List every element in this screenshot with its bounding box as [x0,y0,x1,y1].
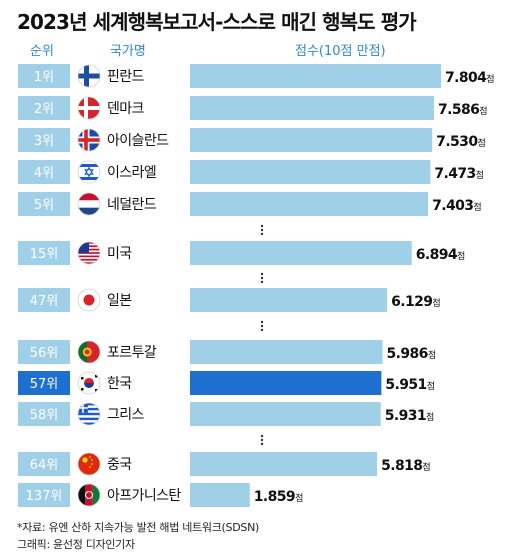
rank-box [18,128,70,152]
value-label: 7.586점 [438,102,487,118]
country-label: 그리스 [107,407,145,423]
country-label: 포르투갈 [107,345,157,361]
rank-label: 57위 [30,377,59,392]
rank-label: 2위 [34,102,54,117]
rank-box [18,452,70,476]
country-label: 이스라엘 [107,165,156,181]
chart-row: 57위 한국 5.951점 [18,371,435,395]
rank-label: 1위 [34,70,54,85]
bar [190,64,441,88]
chart-row: 15위 미국 6.894점 [18,241,466,265]
usa-flag-icon [78,242,100,264]
bar [190,96,434,120]
credit-note: 그래픽: 윤선정 디자인기자 [17,538,135,551]
rank-label: 4위 [34,166,54,181]
rank-box [18,192,70,216]
rank-box [18,288,70,312]
iceland-flag-icon [78,129,100,151]
bar [190,192,429,216]
rank-box [18,160,70,184]
bar [190,402,381,426]
ellipsis-marker [260,320,264,332]
korea-flag-icon [78,372,100,394]
chart-plot: 1위 핀란드 7.804점 2위 덴마크 7.586점 3위 아이슬란드 7.530점 4위 이스라… [18,64,495,507]
greece-flag-icon [78,403,100,425]
chart-row: 64위 중국 5.818점 [18,452,431,476]
israel-flag-icon [78,161,100,183]
rank-box [18,483,70,507]
rank-box [18,241,70,265]
rank-label: 47위 [30,294,59,309]
rank-box [18,64,70,88]
value-label: 7.530점 [436,134,485,150]
rank-label: 3위 [34,134,54,149]
value-label: 7.403점 [432,198,481,214]
value-label: 5.986점 [387,346,436,362]
chart-row: 47위 일본 6.129점 [18,288,441,312]
chart-row: 1위 핀란드 7.804점 [18,64,495,88]
denmark-flag-icon [78,97,100,119]
bar [190,128,433,152]
source-note: *자료: 유엔 산하 지속가능 발전 해법 네트워크(SDSN) [17,521,259,534]
chart-row: 56위 포르투갈 5.986점 [18,340,436,364]
bar [190,483,250,507]
country-label: 중국 [107,457,132,473]
value-label: 5.931점 [385,408,434,424]
value-label: 1.859점 [254,489,303,505]
country-label: 한국 [107,376,132,392]
rank-label: 56위 [30,346,59,361]
country-label: 네덜란드 [107,197,157,213]
ellipsis-marker [260,272,264,284]
value-label: 6.894점 [416,247,465,263]
chart-row: 5위 네덜란드 7.403점 [18,192,482,216]
finland-flag-icon [78,65,100,87]
rank-label: 5위 [34,198,54,213]
rank-box [18,402,70,426]
country-label: 덴마크 [107,101,145,117]
chart-row: 137위 아프가니스탄 1.859점 [18,483,304,507]
rank-header: 순위 [30,44,54,59]
country-label: 핀란드 [107,69,145,85]
china-flag-icon [78,453,100,475]
rank-box [18,340,70,364]
bar [190,340,383,364]
rank-label: 64위 [30,458,59,473]
rank-label: 15위 [30,247,59,262]
bar [190,160,431,184]
ellipsis-marker [260,224,264,236]
value-label: 5.951점 [385,377,434,393]
bar [190,371,382,395]
bar [190,288,388,312]
rank-box [18,96,70,120]
value-label: 7.804점 [445,70,494,86]
chart-row: 2위 덴마크 7.586점 [18,96,488,120]
value-label: 6.129점 [391,294,440,310]
country-header: 국가명 [110,44,146,59]
rank-box [18,371,70,395]
rank-label: 58위 [30,408,59,423]
rank-label: 137위 [26,489,63,504]
bar [190,241,412,265]
japan-flag-icon [78,289,100,311]
portugal-flag-icon [78,341,100,363]
chart-row: 3위 아이슬란드 7.530점 [18,128,486,152]
afghanistan-flag-icon [78,484,100,506]
value-label: 7.473점 [434,166,483,182]
country-label: 미국 [107,246,132,262]
netherlands-flag-icon [78,193,100,215]
value-label: 5.818점 [381,458,430,474]
country-label: 일본 [107,293,132,309]
country-label: 아이슬란드 [107,133,169,149]
chart-row: 58위 그리스 5.931점 [18,402,435,426]
chart-row: 4위 이스라엘 7.473점 [18,160,484,184]
chart-title: 2023년 세계행복보고서-스스로 매긴 행복도 평가 [17,10,417,34]
bar [190,452,378,476]
score-header: 점수(10점 만점) [295,44,386,59]
ellipsis-marker [260,434,264,446]
country-label: 아프가니스탄 [107,488,181,504]
